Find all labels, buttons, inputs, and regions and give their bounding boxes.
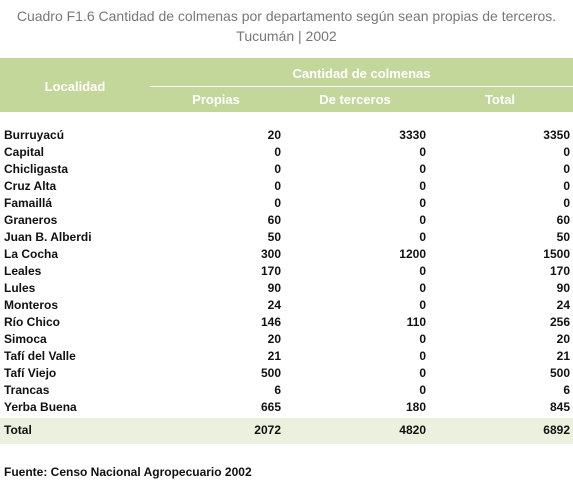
- row-value: 0: [419, 145, 426, 159]
- row-label: Simoca: [4, 332, 47, 346]
- row-value: 300: [260, 247, 281, 261]
- row-value: 90: [267, 281, 281, 295]
- row-value: 3330: [399, 128, 426, 142]
- row-label: Monteros: [4, 298, 58, 312]
- row-value: 6: [274, 383, 281, 397]
- row-value: 0: [419, 298, 426, 312]
- row-label: Juan B. Alberdi: [4, 230, 92, 244]
- row-value: 24: [556, 298, 570, 312]
- row-value: 50: [267, 230, 281, 244]
- column-header: Propias: [192, 92, 240, 107]
- row-label: Capital: [4, 145, 45, 159]
- row-value: 6: [563, 383, 570, 397]
- row-value: 0: [419, 162, 426, 176]
- row-value: 24: [267, 298, 281, 312]
- row-label: La Cocha: [4, 247, 59, 261]
- row-value: 0: [274, 162, 281, 176]
- row-value: 0: [419, 349, 426, 363]
- row-value: 60: [267, 213, 281, 227]
- total-label: Total: [4, 423, 32, 437]
- source-note: Fuente: Censo Nacional Agropecuario 2002: [4, 465, 252, 479]
- row-value: 0: [419, 281, 426, 295]
- row-value: 0: [274, 145, 281, 159]
- column-header: De terceros: [319, 92, 391, 107]
- header-band: [0, 58, 573, 112]
- row-value: 3350: [543, 128, 570, 142]
- row-value: 90: [556, 281, 570, 295]
- row-value: 170: [549, 264, 570, 278]
- row-value: 21: [267, 349, 281, 363]
- total-value: 6892: [543, 423, 570, 437]
- row-value: 20: [556, 332, 570, 346]
- row-value: 0: [419, 366, 426, 380]
- row-label: Tafí Viejo: [4, 366, 57, 380]
- row-value: 0: [419, 383, 426, 397]
- total-value: 2072: [254, 423, 281, 437]
- row-value: 0: [419, 196, 426, 210]
- row-value: 0: [274, 179, 281, 193]
- column-header: Total: [484, 92, 516, 107]
- row-value: 21: [556, 349, 570, 363]
- row-value: 665: [260, 400, 281, 414]
- row-value: 500: [549, 366, 570, 380]
- total-band: [0, 418, 573, 444]
- row-label: Graneros: [4, 213, 58, 227]
- row-label: Lules: [4, 281, 36, 295]
- row-label: Famaillá: [4, 196, 53, 210]
- row-label: Trancas: [4, 383, 50, 397]
- row-value: 60: [556, 213, 570, 227]
- row-value: 20: [267, 332, 281, 346]
- row-value: 1200: [399, 247, 426, 261]
- row-value: 0: [563, 145, 570, 159]
- row-value: 0: [563, 162, 570, 176]
- row-value: 50: [556, 230, 570, 244]
- row-value: 0: [419, 213, 426, 227]
- row-label: Cruz Alta: [4, 179, 57, 193]
- row-value: 180: [405, 400, 426, 414]
- row-value: 0: [419, 230, 426, 244]
- row-value: 1500: [543, 247, 570, 261]
- total-value: 4820: [399, 423, 426, 437]
- row-value: 20: [267, 128, 281, 142]
- row-value: 170: [260, 264, 281, 278]
- row-label: Leales: [4, 264, 42, 278]
- row-value: 0: [563, 179, 570, 193]
- row-value: 0: [563, 196, 570, 210]
- group-header: Cantidad de colmenas: [292, 66, 431, 81]
- locality-header: Localidad: [44, 79, 106, 94]
- row-value: 0: [274, 196, 281, 210]
- row-value: 110: [406, 315, 426, 329]
- row-label: Yerba Buena: [4, 400, 77, 414]
- row-value: 0: [419, 332, 426, 346]
- row-label: Río Chico: [4, 315, 60, 329]
- row-label: Burruyacú: [4, 128, 65, 142]
- table-subtitle: Tucumán | 2002: [236, 28, 337, 44]
- header-divider: [150, 86, 573, 87]
- row-value: 0: [419, 179, 426, 193]
- row-value: 256: [549, 315, 570, 329]
- row-label: Chicligasta: [4, 162, 69, 176]
- row-value: 146: [260, 315, 281, 329]
- row-label: Tafí del Valle: [4, 349, 76, 363]
- row-value: 500: [260, 366, 281, 380]
- row-value: 0: [419, 264, 426, 278]
- row-value: 845: [549, 400, 570, 414]
- table-title: Cuadro F1.6 Cantidad de colmenas por dep…: [16, 8, 557, 24]
